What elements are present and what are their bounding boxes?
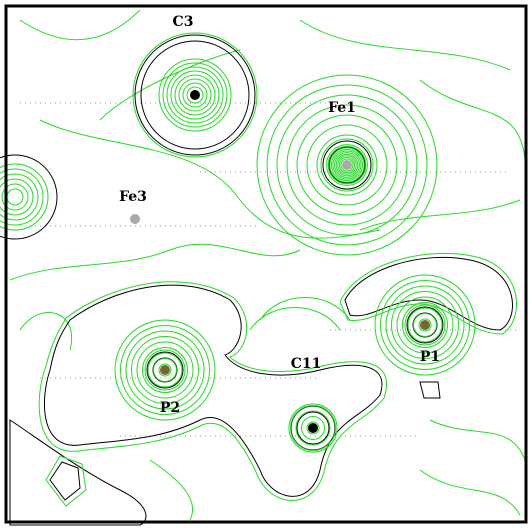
contour xyxy=(330,148,364,182)
contour xyxy=(418,318,432,332)
contour xyxy=(266,84,428,246)
shell xyxy=(0,154,58,240)
shell-glow xyxy=(144,349,186,391)
contour xyxy=(136,341,194,399)
contour xyxy=(125,330,205,410)
contour xyxy=(290,405,336,451)
contour xyxy=(170,70,220,120)
shell-glow xyxy=(288,403,338,453)
contour xyxy=(413,313,437,337)
atom-centre xyxy=(160,365,170,375)
contour xyxy=(286,104,408,226)
contour xyxy=(142,347,188,393)
contour xyxy=(147,352,183,388)
background-contours xyxy=(9,9,526,521)
contour xyxy=(337,155,357,175)
contour xyxy=(276,94,418,236)
contour xyxy=(316,134,378,196)
atom-centre xyxy=(190,90,200,100)
shell xyxy=(140,40,250,150)
atom-centre xyxy=(308,423,318,433)
contour xyxy=(301,416,325,440)
shell-glow xyxy=(404,304,446,346)
contour xyxy=(396,296,454,354)
contour xyxy=(334,152,360,178)
contour xyxy=(174,74,216,116)
contour xyxy=(0,173,39,221)
contour xyxy=(327,145,367,185)
contour xyxy=(340,158,354,172)
atom-label: Fe3 xyxy=(119,189,147,205)
atom-sites: C3 Fe1 Fe3 C11 P1 P2 xyxy=(0,14,476,453)
contour xyxy=(402,302,448,348)
contour xyxy=(329,147,365,183)
contour xyxy=(296,114,398,216)
contour xyxy=(114,319,216,421)
contour xyxy=(0,168,44,226)
shell xyxy=(328,146,366,184)
shell-glow xyxy=(132,32,258,158)
shell xyxy=(146,351,184,389)
contour xyxy=(391,291,459,359)
contour xyxy=(374,274,476,376)
contour xyxy=(1,183,29,211)
shell xyxy=(322,140,372,190)
contour xyxy=(256,74,438,256)
contour xyxy=(178,78,212,112)
atom-centre xyxy=(130,214,140,224)
atom-label: Fe1 xyxy=(328,100,356,116)
contour xyxy=(158,58,232,132)
atom-label: C3 xyxy=(173,14,194,30)
contour xyxy=(131,336,199,404)
shell xyxy=(134,34,256,156)
contour xyxy=(0,163,49,231)
frame xyxy=(4,4,528,524)
atom-label: P1 xyxy=(420,349,440,365)
contour xyxy=(385,285,465,365)
contour xyxy=(338,156,356,174)
shell-glow xyxy=(320,138,374,192)
contour xyxy=(335,153,359,177)
contour xyxy=(120,325,210,415)
contour xyxy=(306,124,388,206)
shell xyxy=(296,411,330,445)
atom-centre xyxy=(420,320,430,330)
contour xyxy=(0,178,34,216)
contour xyxy=(295,410,331,446)
contour xyxy=(186,86,204,104)
contour xyxy=(332,150,362,180)
contour xyxy=(407,307,443,343)
contour xyxy=(162,62,228,128)
atom-centre xyxy=(342,160,352,170)
atom-label: C11 xyxy=(291,356,322,372)
atom-label: P2 xyxy=(160,400,180,416)
contour xyxy=(380,280,470,370)
shell xyxy=(406,306,444,344)
contour xyxy=(166,66,224,124)
contour xyxy=(158,363,172,377)
contour xyxy=(153,358,177,382)
contour xyxy=(306,421,320,435)
contour xyxy=(182,82,208,108)
contour xyxy=(326,144,368,186)
